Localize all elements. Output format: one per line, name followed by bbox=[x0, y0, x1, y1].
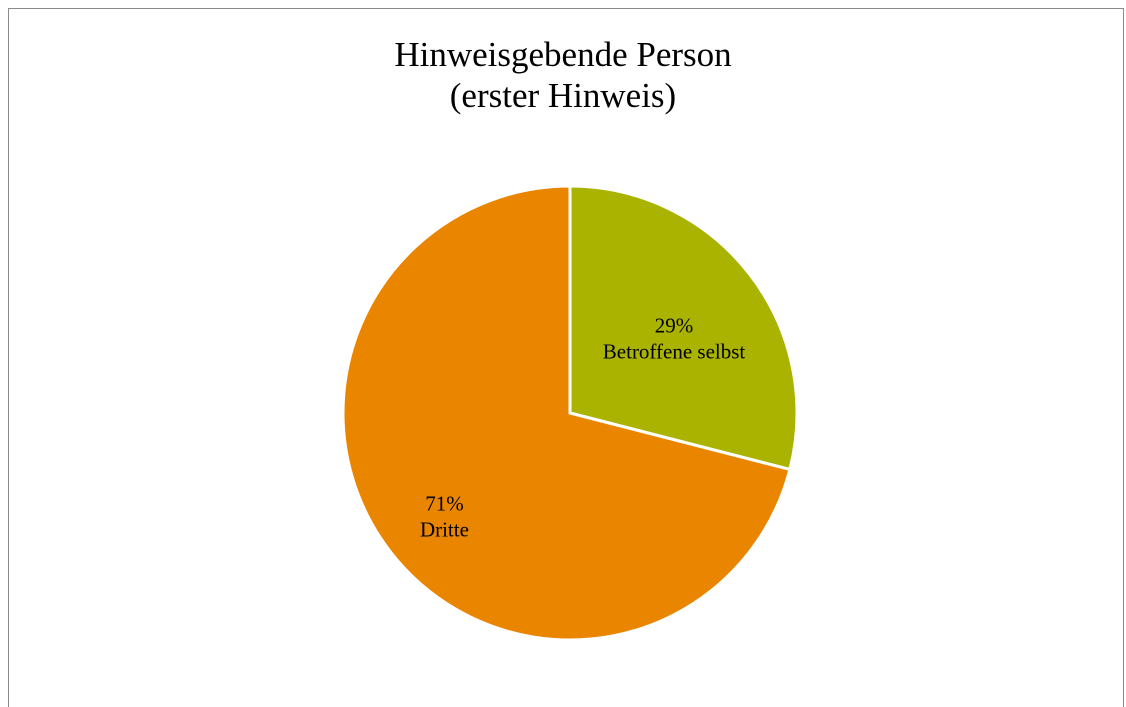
pie-value-label: 71% bbox=[425, 491, 464, 515]
pie-slice-betroffene-selbst bbox=[568, 184, 799, 472]
chart-frame bbox=[8, 8, 1124, 707]
chart-title-line-2: (erster Hinweis) bbox=[449, 76, 677, 115]
chart-title-line-1: Hinweisgebende Person bbox=[394, 35, 732, 74]
pie-slices bbox=[341, 184, 799, 642]
pie-value-label: 29% bbox=[655, 313, 694, 337]
pie-category-label: Dritte bbox=[420, 517, 469, 541]
pie-slice-dritte bbox=[341, 184, 792, 642]
pie-labels: 29%Betroffene selbst 71%Dritte bbox=[420, 313, 745, 541]
pie-category-label: Betroffene selbst bbox=[603, 339, 746, 363]
chart-title: Hinweisgebende Person (erster Hinweis) bbox=[0, 34, 1126, 116]
